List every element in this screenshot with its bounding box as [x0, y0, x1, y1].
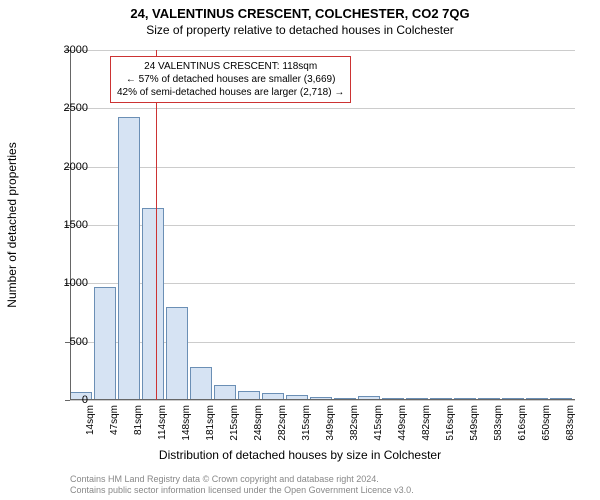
xtick-label: 181sqm — [205, 405, 216, 441]
chart-title: 24, VALENTINUS CRESCENT, COLCHESTER, CO2… — [0, 0, 600, 21]
ytick-label: 2500 — [38, 102, 88, 114]
xtick-label: 449sqm — [397, 405, 408, 441]
histogram-bar — [142, 208, 164, 401]
xtick-label: 516sqm — [445, 405, 456, 441]
histogram-bar — [214, 385, 236, 400]
gridline — [70, 50, 575, 51]
xtick-label: 81sqm — [133, 405, 144, 435]
annotation-line1: 24 VALENTINUS CRESCENT: 118sqm — [117, 60, 344, 73]
xtick-label: 148sqm — [181, 405, 192, 441]
attribution-text: Contains HM Land Registry data © Crown c… — [70, 474, 414, 496]
ytick-label: 500 — [38, 336, 88, 348]
xtick-label: 650sqm — [541, 405, 552, 441]
ytick-label: 3000 — [38, 44, 88, 56]
xtick-label: 415sqm — [373, 405, 384, 441]
ytick-label: 1000 — [38, 277, 88, 289]
xtick-label: 683sqm — [565, 405, 576, 441]
xtick-label: 14sqm — [85, 405, 96, 435]
ytick-label: 2000 — [38, 161, 88, 173]
annotation-line2: ← 57% of detached houses are smaller (3,… — [117, 73, 344, 86]
chart-subtitle: Size of property relative to detached ho… — [0, 21, 600, 37]
xtick-label: 282sqm — [277, 405, 288, 441]
attribution-line1: Contains HM Land Registry data © Crown c… — [70, 474, 414, 485]
gridline — [70, 167, 575, 168]
xtick-label: 47sqm — [109, 405, 120, 435]
histogram-bar — [166, 307, 188, 400]
y-axis-label: Number of detached properties — [5, 142, 19, 307]
x-axis-line — [70, 399, 575, 400]
xtick-label: 583sqm — [493, 405, 504, 441]
gridline — [70, 108, 575, 109]
annotation-line3: 42% of semi-detached houses are larger (… — [117, 86, 344, 99]
xtick-label: 215sqm — [229, 405, 240, 441]
xtick-label: 248sqm — [253, 405, 264, 441]
annotation-box: 24 VALENTINUS CRESCENT: 118sqm ← 57% of … — [110, 56, 351, 103]
histogram-bar — [190, 367, 212, 400]
xtick-label: 382sqm — [349, 405, 360, 441]
gridline — [70, 400, 575, 401]
xtick-label: 482sqm — [421, 405, 432, 441]
ytick-label: 1500 — [38, 219, 88, 231]
xtick-label: 616sqm — [517, 405, 528, 441]
xtick-label: 549sqm — [469, 405, 480, 441]
plot-area: 14sqm47sqm81sqm114sqm148sqm181sqm215sqm2… — [70, 50, 575, 400]
xtick-label: 315sqm — [301, 405, 312, 441]
ytick-label: 0 — [38, 394, 88, 406]
histogram-bar — [94, 287, 116, 400]
chart-container: 24, VALENTINUS CRESCENT, COLCHESTER, CO2… — [0, 0, 600, 500]
x-axis-label: Distribution of detached houses by size … — [0, 448, 600, 462]
attribution-line2: Contains public sector information licen… — [70, 485, 414, 496]
xtick-label: 349sqm — [325, 405, 336, 441]
histogram-bar — [118, 117, 140, 401]
xtick-label: 114sqm — [157, 405, 168, 440]
